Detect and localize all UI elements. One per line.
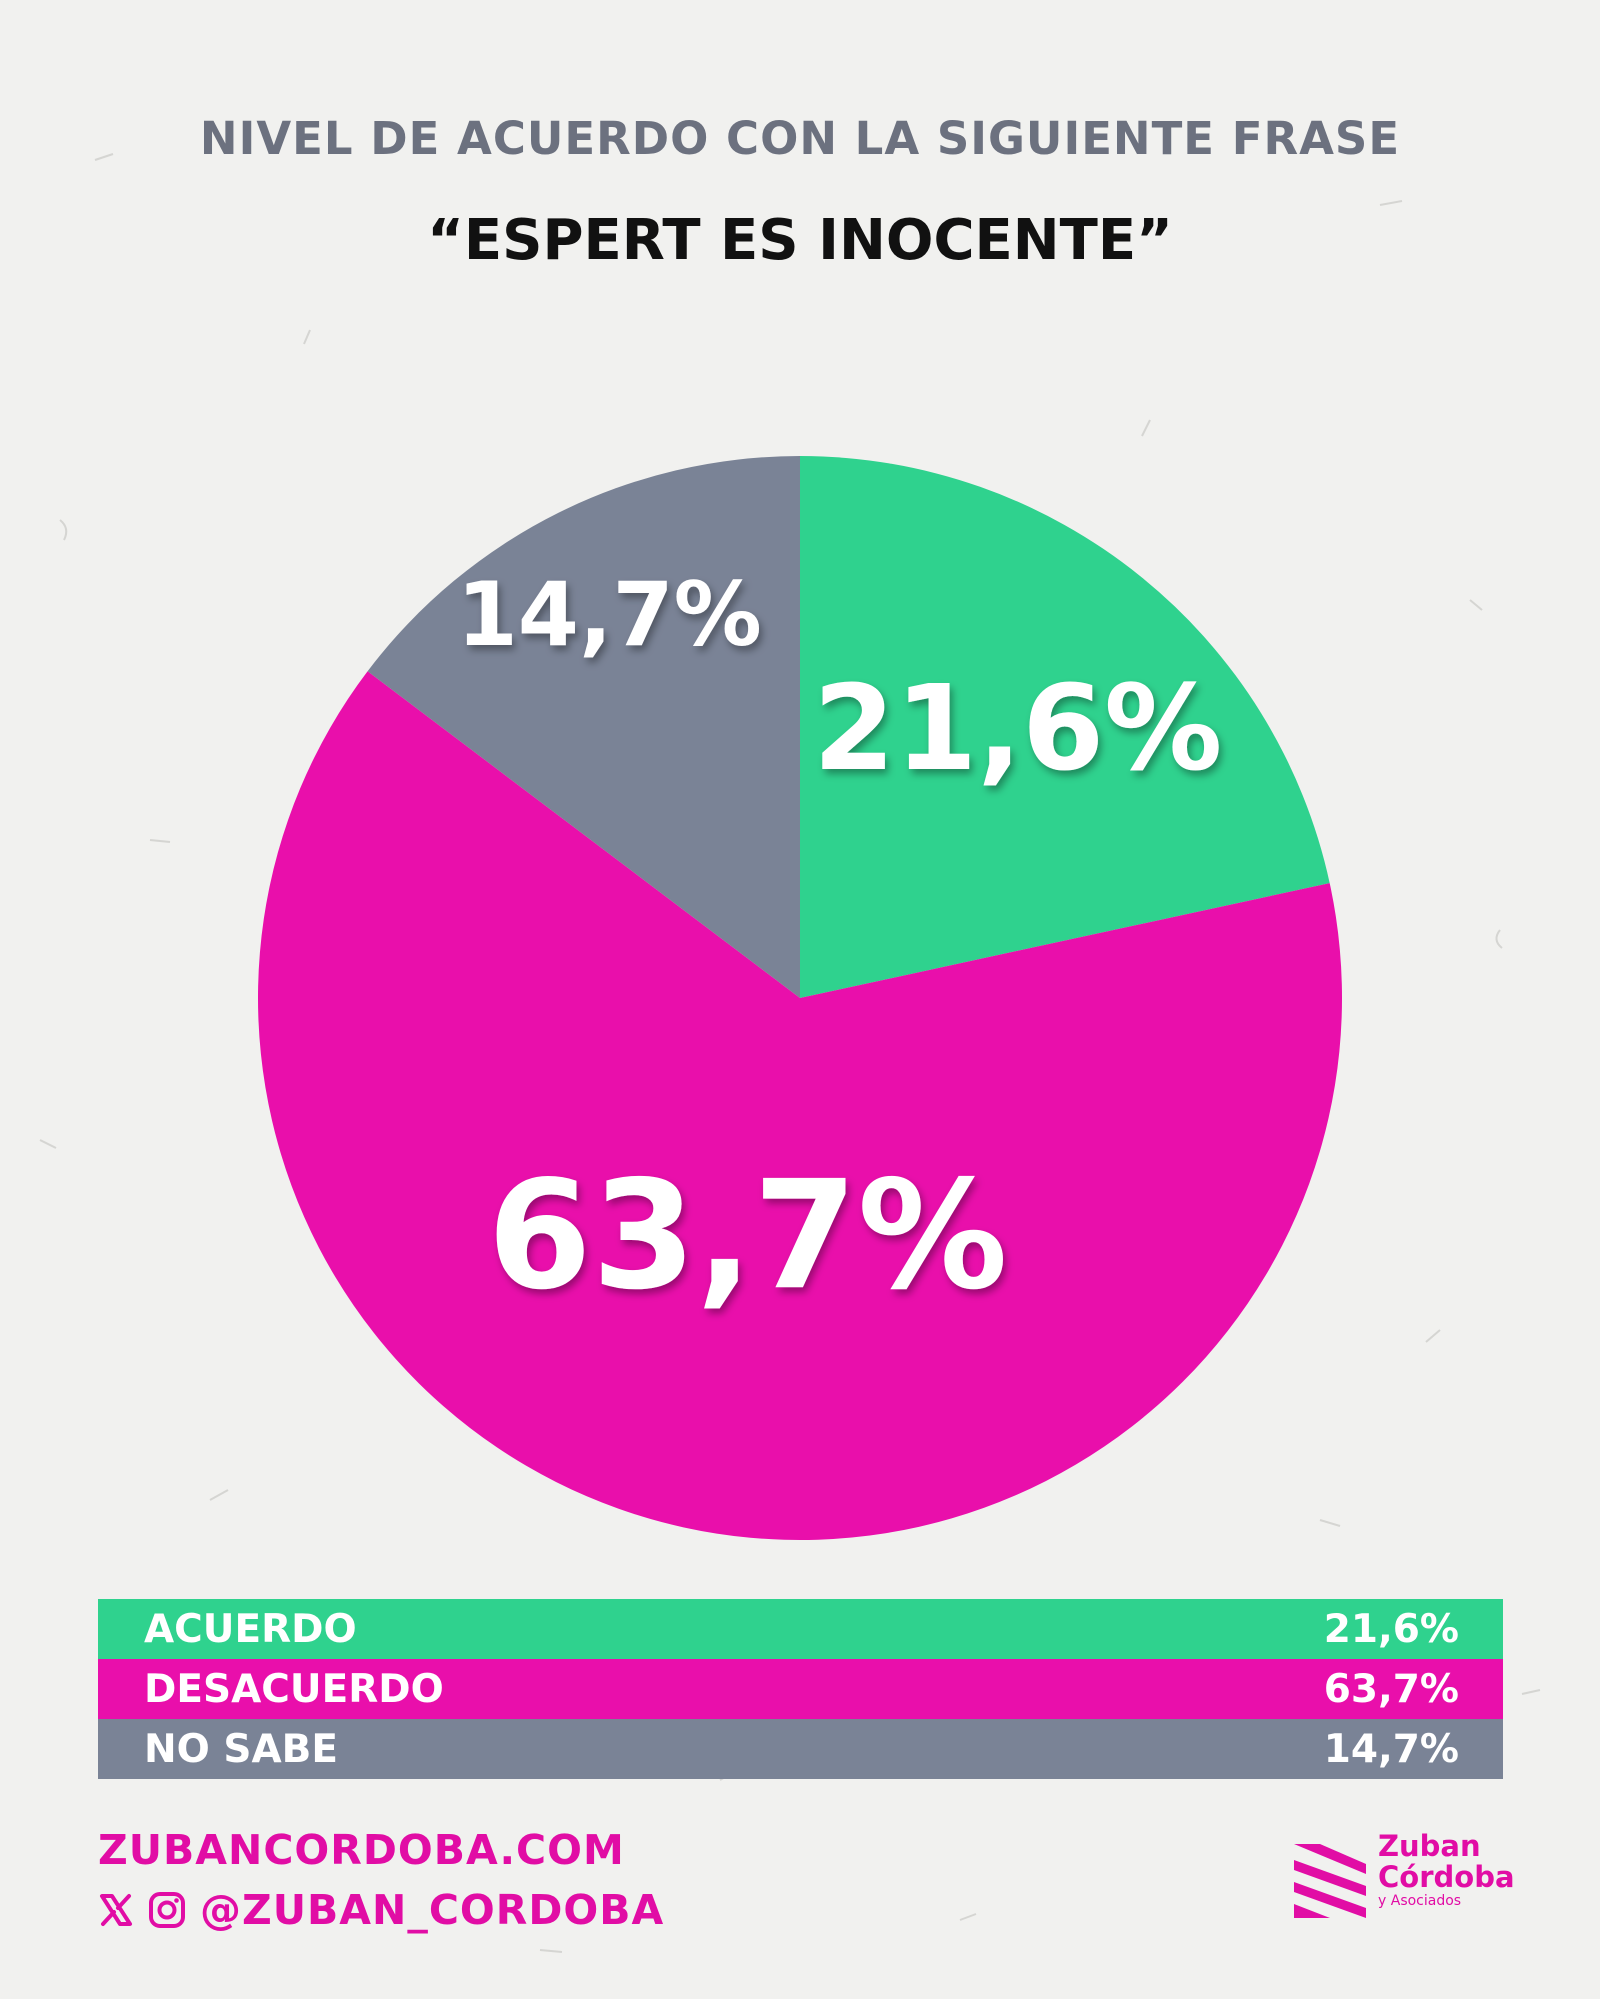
pie-label-desacuerdo: 63,7% <box>487 1149 1007 1323</box>
legend-label: NO SABE <box>144 1726 339 1772</box>
legend-value: 14,7% <box>1323 1726 1459 1772</box>
legend-value: 21,6% <box>1323 1606 1459 1652</box>
chart-title: “ESPERT ES INOCENTE” <box>427 208 1173 273</box>
zuban-cordoba-logo: Zuban Córdoba y Asociados <box>1290 1832 1515 1932</box>
legend-row-no-sabe: NO SABE 14,7% <box>98 1719 1503 1779</box>
legend-label: DESACUERDO <box>144 1666 444 1712</box>
social-handle[interactable]: @ZUBAN_CORDOBA <box>200 1886 665 1934</box>
pie-slice-no-sabe <box>367 456 800 998</box>
pie-chart: 21,6% 63,7% 14,7% <box>258 456 1343 1540</box>
legend-row-desacuerdo: DESACUERDO 63,7% <box>98 1659 1503 1719</box>
logo-line-2: Córdoba <box>1378 1860 1515 1894</box>
instagram-icon[interactable] <box>148 1891 186 1929</box>
legend-row-acuerdo: ACUERDO 21,6% <box>98 1599 1503 1659</box>
legend-value: 63,7% <box>1323 1666 1459 1712</box>
pie-label-no-sabe: 14,7% <box>457 563 762 666</box>
logo-mark-icon <box>1294 1844 1366 1918</box>
logo-wordmark: Zuban Córdoba y Asociados <box>1378 1829 1515 1909</box>
pie-slice-desacuerdo <box>258 671 1343 1540</box>
chart-subtitle: NIVEL DE ACUERDO CON LA SIGUIENTE FRASE <box>199 112 1401 165</box>
social-handle-row: @ZUBAN_CORDOBA <box>98 1885 664 1935</box>
logo-line-1: Zuban <box>1378 1829 1481 1863</box>
logo-line-3: y Asociados <box>1378 1893 1462 1909</box>
website-link[interactable]: ZUBANCORDOBA.COM <box>98 1826 625 1874</box>
pie-slice-acuerdo <box>800 456 1330 998</box>
pie-label-acuerdo: 21,6% <box>813 659 1222 797</box>
legend-label: ACUERDO <box>144 1606 357 1652</box>
x-icon[interactable] <box>98 1892 134 1928</box>
legend-table: ACUERDO 21,6% DESACUERDO 63,7% NO SABE 1… <box>98 1599 1503 1779</box>
